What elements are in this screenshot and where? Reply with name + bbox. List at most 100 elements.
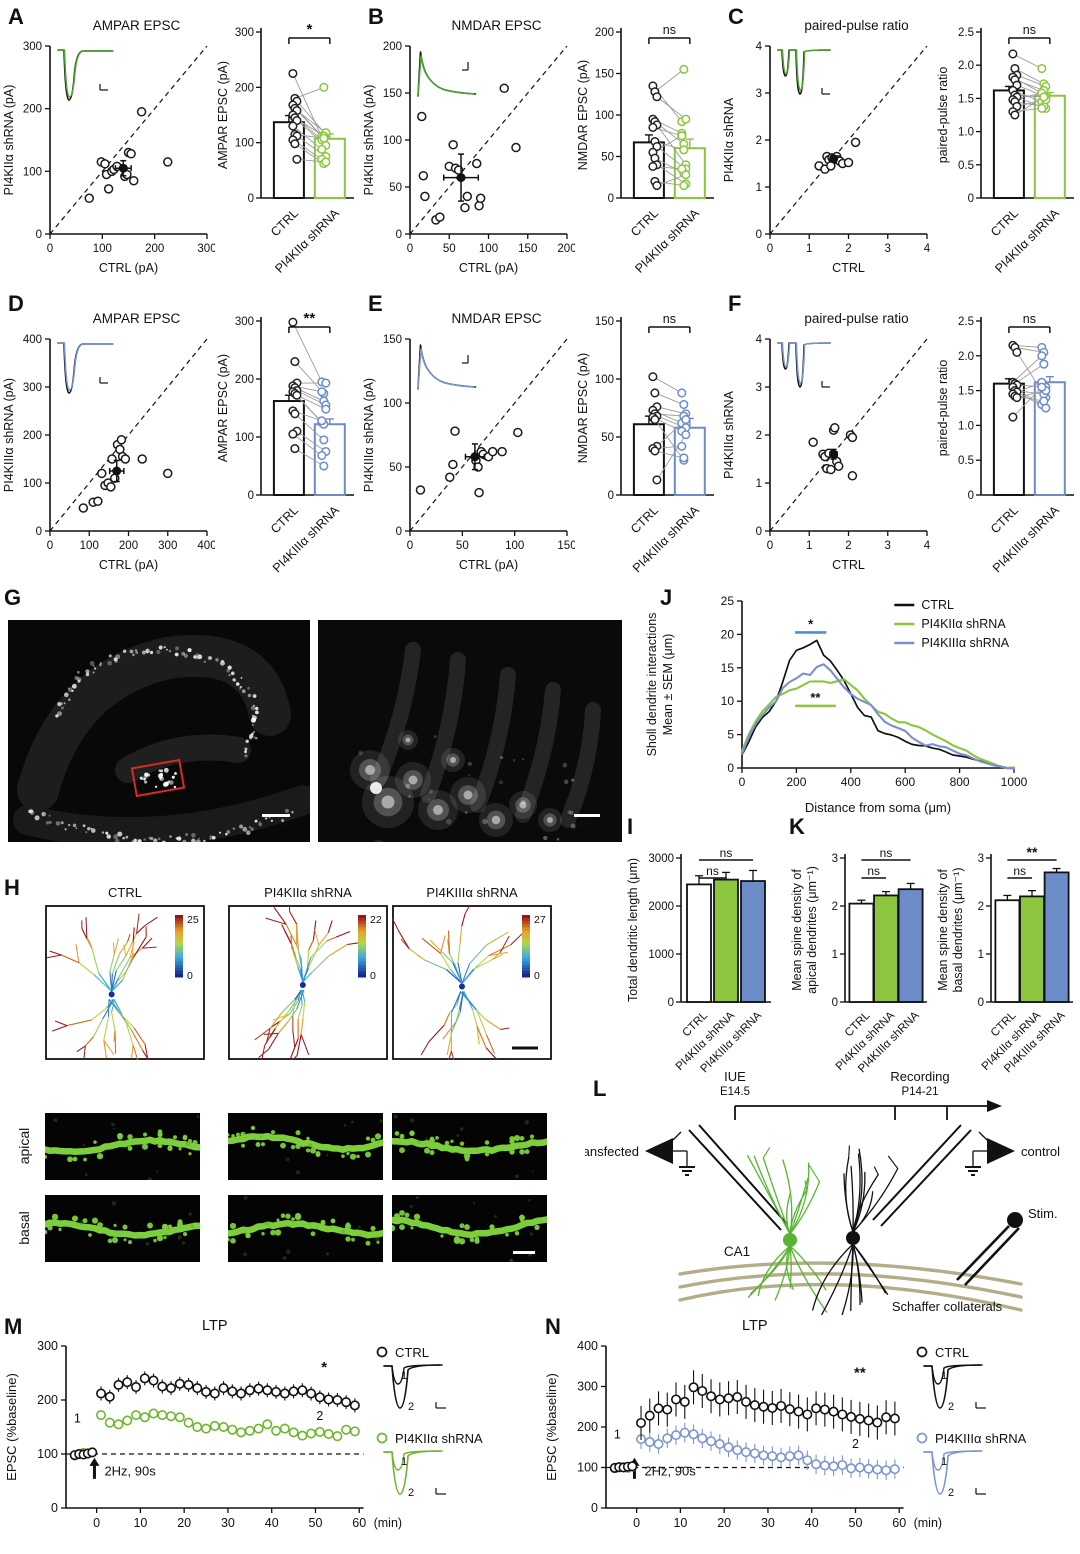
svg-text:3: 3 bbox=[885, 540, 891, 552]
svg-text:300: 300 bbox=[235, 316, 254, 328]
svg-text:3: 3 bbox=[832, 853, 838, 865]
svg-text:ns: ns bbox=[663, 23, 676, 37]
panel-k: K 0 1 2 3 Mean spine density of apical dendri… bbox=[783, 812, 1080, 1104]
svg-text:0: 0 bbox=[407, 243, 413, 255]
svg-text:100: 100 bbox=[23, 166, 42, 178]
svg-text:150: 150 bbox=[557, 540, 575, 552]
panel-l: L IUE E14.5 Recording P14-21 transfected cont… bbox=[585, 1068, 1080, 1315]
svg-text:50: 50 bbox=[456, 540, 469, 552]
svg-text:0: 0 bbox=[396, 526, 402, 538]
svg-text:400: 400 bbox=[841, 775, 861, 789]
svg-text:22: 22 bbox=[370, 914, 382, 926]
panel-n: N LTP 0 10 20 30 40 50 60 (min) 0 100 200 300 400 EPSC… bbox=[540, 1312, 1080, 1554]
svg-text:100: 100 bbox=[383, 398, 402, 410]
svg-text:0: 0 bbox=[534, 970, 540, 982]
svg-text:**: ** bbox=[304, 310, 316, 327]
svg-text:2: 2 bbox=[845, 243, 851, 255]
svg-text:100: 100 bbox=[505, 540, 524, 552]
panel-k-label: K bbox=[789, 814, 805, 839]
svg-text:NMDAR EPSC: NMDAR EPSC bbox=[451, 18, 541, 33]
h-row-label-basal: basal bbox=[16, 1211, 32, 1245]
svg-text:3: 3 bbox=[756, 88, 762, 100]
svg-text:CTRL: CTRL bbox=[988, 503, 1021, 536]
svg-text:1.0: 1.0 bbox=[958, 420, 974, 432]
svg-text:1: 1 bbox=[806, 540, 812, 552]
svg-text:1: 1 bbox=[978, 949, 984, 961]
svg-text:**: ** bbox=[854, 1365, 866, 1382]
panel-f-label: F bbox=[728, 291, 742, 316]
svg-text:**: ** bbox=[1027, 844, 1038, 860]
panel-b: B NMDAR EPSC 0 50 100 150 200 0 50 100 150 200 CTRL… bbox=[360, 0, 720, 285]
svg-text:0: 0 bbox=[51, 1501, 58, 1515]
ppr-bar-kiii: 0 0.5 1.0 1.5 2.0 2.5 paired-pulse ratio ns CTRL… bbox=[936, 312, 1074, 575]
svg-text:2.0: 2.0 bbox=[958, 60, 974, 72]
h-col-title-kii: PI4KIIα shRNA bbox=[264, 885, 352, 900]
h-row-label-apical: apical bbox=[16, 1127, 32, 1165]
svg-text:Mean spine density of: Mean spine density of bbox=[936, 869, 950, 991]
svg-text:0: 0 bbox=[47, 540, 53, 552]
svg-text:AMPAR EPSC: AMPAR EPSC bbox=[93, 311, 181, 326]
svg-text:PI4KIIα shRNA: PI4KIIα shRNA bbox=[395, 1431, 483, 1446]
svg-text:apical dendrites (μm⁻¹): apical dendrites (μm⁻¹) bbox=[805, 866, 819, 994]
svg-text:40: 40 bbox=[265, 1516, 279, 1530]
svg-text:100: 100 bbox=[595, 374, 614, 386]
svg-text:2Hz, 90s: 2Hz, 90s bbox=[644, 1464, 696, 1479]
svg-text:100: 100 bbox=[93, 243, 112, 255]
svg-text:10: 10 bbox=[721, 694, 735, 708]
svg-text:0: 0 bbox=[832, 997, 838, 1009]
svg-text:0.5: 0.5 bbox=[958, 455, 974, 467]
svg-text:300: 300 bbox=[197, 243, 215, 255]
svg-text:2: 2 bbox=[978, 901, 984, 913]
svg-text:200: 200 bbox=[145, 243, 164, 255]
svg-text:1.5: 1.5 bbox=[958, 93, 974, 105]
svg-text:1: 1 bbox=[941, 1456, 947, 1468]
svg-text:2: 2 bbox=[852, 1437, 859, 1451]
neuron-tracing-kiii: 27 0 bbox=[392, 905, 552, 1060]
svg-text:0: 0 bbox=[407, 540, 413, 552]
svg-text:*: * bbox=[321, 1359, 327, 1376]
svg-text:60: 60 bbox=[892, 1516, 906, 1530]
total-dendritic-length-chart: 0 1000 2000 3000 Total dendritic length (μm)… bbox=[626, 846, 771, 1075]
svg-text:2: 2 bbox=[948, 1401, 954, 1413]
panel-c-label: C bbox=[728, 4, 744, 29]
svg-text:AMPAR EPSC (pA): AMPAR EPSC (pA) bbox=[216, 61, 230, 169]
svg-text:PI4KIIIα shRNA: PI4KIIIα shRNA bbox=[935, 1431, 1027, 1446]
svg-text:paired-pulse ratio: paired-pulse ratio bbox=[804, 311, 908, 326]
svg-text:0.5: 0.5 bbox=[958, 160, 974, 172]
svg-text:2: 2 bbox=[756, 135, 762, 147]
panel-m: M LTP 0 10 20 30 40 50 60 (min) 0 100 200 300 EPSC (%… bbox=[0, 1312, 540, 1554]
svg-text:3: 3 bbox=[978, 853, 984, 865]
svg-text:ns: ns bbox=[1023, 312, 1036, 326]
svg-text:CTRL: CTRL bbox=[628, 503, 661, 536]
svg-text:200: 200 bbox=[235, 374, 254, 386]
panel-f: F paired-pulse ratio 0 1 2 3 4 0 1 2 3 4 CTRL PI4KII… bbox=[720, 285, 1080, 580]
svg-text:2: 2 bbox=[832, 901, 838, 913]
svg-text:IUE: IUE bbox=[724, 1069, 746, 1084]
svg-text:2: 2 bbox=[756, 430, 762, 442]
svg-text:4: 4 bbox=[924, 540, 931, 552]
svg-text:2: 2 bbox=[845, 540, 851, 552]
neuron-tracing-kii: 22 0 bbox=[228, 905, 388, 1060]
svg-text:ns: ns bbox=[1013, 864, 1026, 878]
svg-text:20: 20 bbox=[717, 1516, 731, 1530]
apical-dendrite-ctrl bbox=[45, 1113, 200, 1180]
svg-text:CTRL (pA): CTRL (pA) bbox=[459, 558, 518, 572]
svg-text:NMDAR EPSC (pA): NMDAR EPSC (pA) bbox=[576, 60, 590, 170]
svg-text:50: 50 bbox=[389, 182, 402, 194]
svg-text:2.0: 2.0 bbox=[958, 351, 974, 363]
svg-text:2: 2 bbox=[408, 1487, 414, 1499]
svg-text:EPSC (%baseline): EPSC (%baseline) bbox=[4, 1373, 19, 1481]
svg-text:ns: ns bbox=[880, 846, 893, 860]
svg-text:200: 200 bbox=[786, 775, 806, 789]
svg-text:25: 25 bbox=[721, 594, 735, 608]
svg-text:50: 50 bbox=[601, 432, 614, 444]
svg-text:150: 150 bbox=[595, 316, 614, 328]
svg-text:0: 0 bbox=[248, 193, 254, 205]
svg-text:300: 300 bbox=[158, 540, 177, 552]
svg-text:0: 0 bbox=[248, 490, 254, 502]
svg-text:200: 200 bbox=[557, 243, 575, 255]
svg-text:30: 30 bbox=[761, 1516, 775, 1530]
svg-text:0: 0 bbox=[591, 1501, 598, 1515]
svg-text:10: 10 bbox=[133, 1516, 147, 1530]
panel-a: A AMPAR EPSC 0 100 200 300 0 100 200 300 CTRL (pA… bbox=[0, 0, 360, 285]
